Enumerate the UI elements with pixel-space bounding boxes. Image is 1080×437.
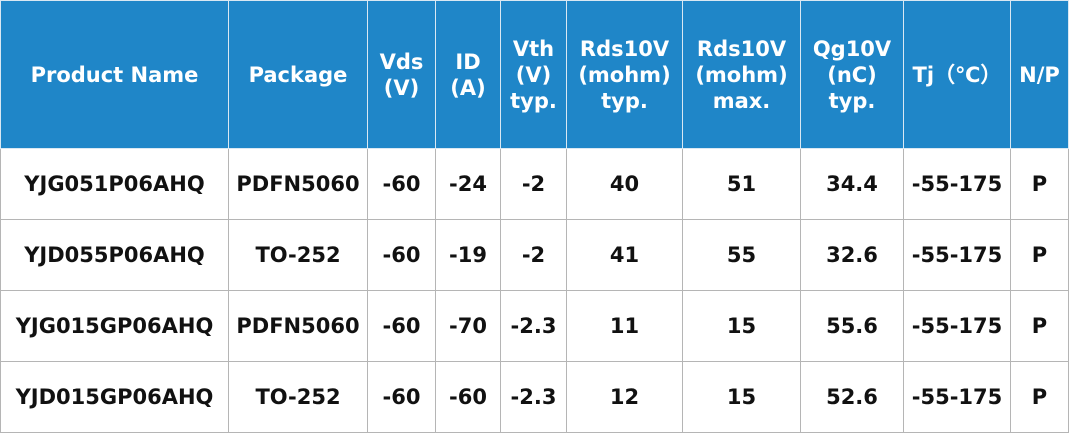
table-cell: 52.6 <box>800 361 904 433</box>
table-cell: PDFN5060 <box>228 148 368 220</box>
table-cell: PDFN5060 <box>228 290 368 362</box>
table-cell: 34.4 <box>800 148 904 220</box>
header-row: Product Name Package Vds (V) ID (A) Vth (V) … <box>0 0 1069 149</box>
table-cell: 51 <box>682 148 801 220</box>
table-cell: TO-252 <box>228 219 368 291</box>
table-cell: -55-175 <box>903 290 1011 362</box>
header-cell: Rds10V (mohm) typ. <box>566 0 683 149</box>
header-cell: Vds (V) <box>367 0 436 149</box>
header-cell: Package <box>228 0 368 149</box>
table-row: YJG015GP06AHQ PDFN5060 -60 -70 -2.3 11 15 55.6-… <box>0 290 1069 362</box>
header-cell: Qg10V (nC) typ. <box>800 0 904 149</box>
table-cell: TO-252 <box>228 361 368 433</box>
table-cell: -55-175 <box>903 148 1011 220</box>
table-cell: -2 <box>500 219 567 291</box>
table-cell: YJG015GP06AHQ <box>0 290 229 362</box>
table-cell: 12 <box>566 361 683 433</box>
table-body: YJG051P06AHQ PDFN5060 -60 -24 -2 40 51 34.4 -55-… <box>0 148 1069 433</box>
header-cell: Rds10V (mohm) max. <box>682 0 801 149</box>
table-cell: -55-175 <box>903 361 1011 433</box>
header-cell: Product Name <box>0 0 229 149</box>
table-cell: -60 <box>367 361 436 433</box>
table-cell: -2.3 <box>500 290 567 362</box>
table-cell: -2 <box>500 148 567 220</box>
table-cell: P <box>1010 219 1069 291</box>
table-cell: 32.6 <box>800 219 904 291</box>
table-cell: P <box>1010 361 1069 433</box>
header-cell: ID (A) <box>435 0 501 149</box>
table-row: YJG051P06AHQ PDFN5060 -60 -24 -2 40 51 34.4 -55-… <box>0 148 1069 220</box>
table-cell: -60 <box>367 148 436 220</box>
table-cell: 40 <box>566 148 683 220</box>
table-cell: YJG051P06AHQ <box>0 148 229 220</box>
header-cell: Tj（℃） <box>903 0 1011 149</box>
table-cell: 11 <box>566 290 683 362</box>
table-cell: -70 <box>435 290 501 362</box>
table-row: YJD015GP06AHQ TO-252 -60 -60 -2.3 12 15 52.6 -55… <box>0 361 1069 433</box>
table-cell: -60 <box>435 361 501 433</box>
table-cell: -60 <box>367 219 436 291</box>
table-cell: 15 <box>682 361 801 433</box>
table-cell: P <box>1010 148 1069 220</box>
table-cell: 41 <box>566 219 683 291</box>
table-cell: 15 <box>682 290 801 362</box>
table-cell: -19 <box>435 219 501 291</box>
table-cell: -24 <box>435 148 501 220</box>
table-cell: -60 <box>367 290 436 362</box>
table-cell: YJD015GP06AHQ <box>0 361 229 433</box>
table-cell: -2.3 <box>500 361 567 433</box>
table-cell: P <box>1010 290 1069 362</box>
header-cell: N/P <box>1010 0 1069 149</box>
table-cell: -55-175 <box>903 219 1011 291</box>
table-cell: YJD055P06AHQ <box>0 219 229 291</box>
header-cell: Vth (V) typ. <box>500 0 567 149</box>
table-row: YJD055P06AHQ TO-252 -60 -19 -2 41 55 32.6 -55-17… <box>0 219 1069 291</box>
table-cell: 55 <box>682 219 801 291</box>
table-cell: 55.6 <box>800 290 904 362</box>
